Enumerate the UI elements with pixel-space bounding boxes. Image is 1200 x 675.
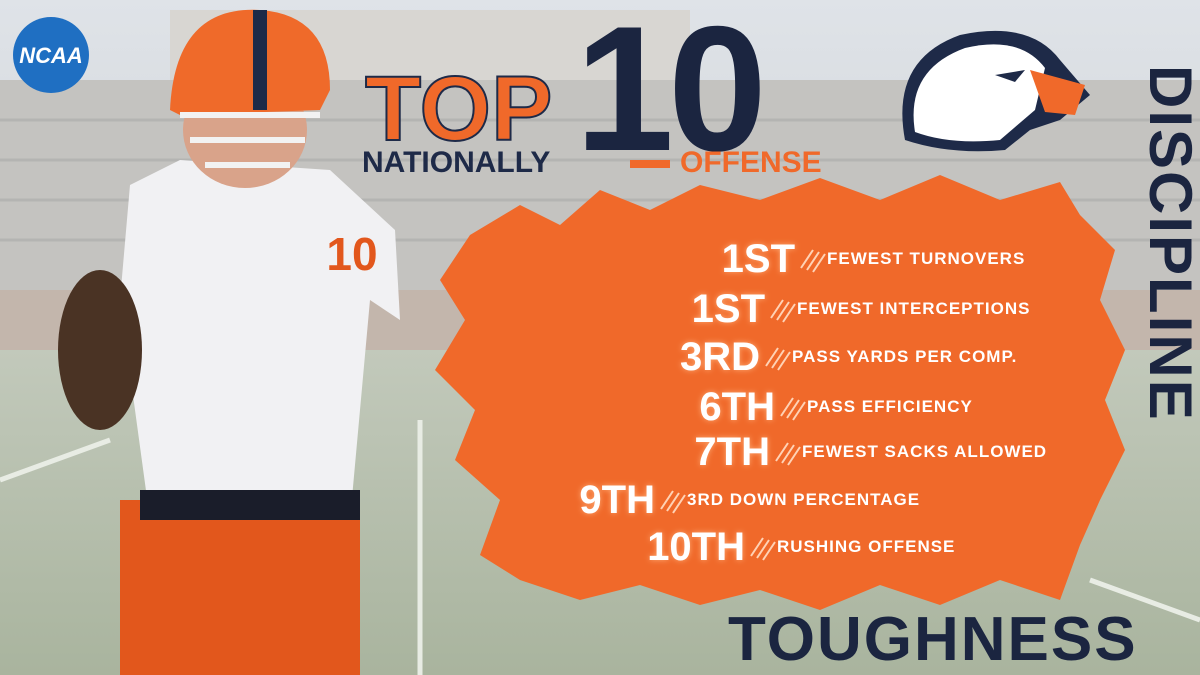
headline-sub-left: NATIONALLY [362,146,550,179]
logo-text: NCAA [19,43,83,68]
slashes [775,442,801,466]
stat: 3RD DOWN PERCENTAGE [687,490,920,509]
stat: FEWEST INTERCEPTIONS [797,299,1030,318]
rank: 7TH [694,430,770,474]
field-lines [0,420,1200,675]
rank: 1ST [692,287,765,331]
bottom-word: TOUGHNESS [728,605,1138,674]
player: 10 [58,9,400,675]
stat: PASS EFFICIENCY [807,397,973,416]
rank: 10TH [647,525,745,569]
slashes [800,249,826,273]
ncaa-logo [13,17,89,93]
slashes [780,397,806,421]
dash [630,160,670,168]
eagle-logo [902,30,1090,152]
stat: FEWEST SACKS ALLOWED [802,442,1047,461]
slashes [660,490,686,514]
slashes [750,537,776,561]
rank: 1ST [722,237,795,281]
rank: 9TH [579,478,655,522]
svg-text:10: 10 [326,228,377,280]
headline-top: TOP [365,58,552,160]
rank: 6TH [699,385,775,429]
splatter [435,175,1125,610]
side-word: DISCIPLINE [1137,65,1200,422]
headline-number: 10 [575,0,761,188]
rank: 3RD [680,335,760,379]
slashes [770,299,796,323]
stat: PASS YARDS PER COMP. [792,347,1017,366]
stat: FEWEST TURNOVERS [827,249,1025,268]
stat: RUSHING OFFENSE [777,537,955,556]
slashes [765,347,791,371]
headline-sub-right: OFFENSE [680,146,822,179]
